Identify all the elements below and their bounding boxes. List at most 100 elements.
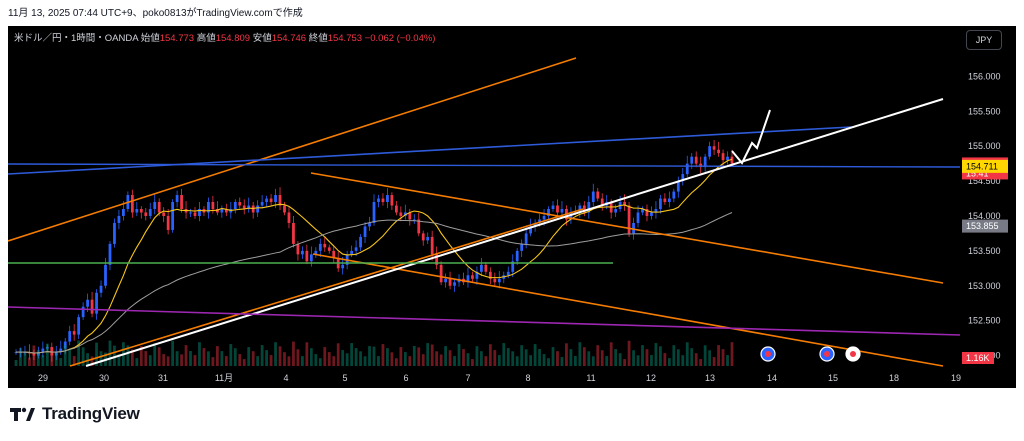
volume-bar	[77, 340, 81, 366]
candle-body	[301, 250, 304, 255]
volume-bar	[332, 356, 336, 366]
volume-bar	[663, 353, 667, 366]
candle-body	[480, 264, 483, 272]
volume-bar	[712, 357, 716, 366]
volume-bar	[538, 349, 541, 366]
volume-bar	[627, 340, 631, 366]
y-tick-label: 155.500	[968, 106, 1001, 116]
volume-bar	[139, 346, 143, 366]
volume-bar	[14, 360, 18, 366]
volume-bar	[86, 353, 89, 366]
candle-body	[211, 202, 215, 209]
candle-body	[32, 353, 36, 356]
volume-bar	[36, 350, 40, 366]
volume-bar	[475, 346, 479, 366]
volume-bar	[471, 359, 474, 366]
candle-body	[726, 156, 729, 161]
blue-resistance-line	[8, 126, 852, 175]
tradingview-logo: TradingView	[10, 404, 140, 424]
candle-body	[135, 209, 139, 213]
candle-body	[130, 195, 134, 213]
volume-bar	[497, 355, 501, 366]
candle-body	[198, 209, 201, 216]
volume-bar	[377, 356, 380, 366]
volume-bar	[117, 354, 121, 366]
volume-bar	[238, 354, 242, 366]
volume-bar	[533, 344, 537, 366]
candle-body	[645, 209, 649, 216]
candle-body	[569, 212, 573, 220]
candle-body	[292, 222, 295, 244]
currency-button[interactable]: JPY	[966, 30, 1002, 50]
orange-rising-channel-top	[8, 57, 577, 242]
volume-bar	[359, 351, 362, 366]
candle-body	[667, 198, 671, 203]
volume-bar	[421, 354, 425, 366]
candle-body	[274, 195, 277, 203]
candle-body	[614, 209, 618, 213]
candle-body	[690, 156, 694, 164]
price-chart[interactable]: 156.000 155.500 155.000 154.500 154.000 153.5…	[8, 26, 1016, 388]
volume-bar	[444, 346, 447, 366]
candle-body	[283, 205, 286, 213]
volume-bar	[19, 348, 22, 366]
volume-bar	[565, 343, 568, 366]
candle-body	[484, 264, 488, 272]
candle-body	[68, 331, 72, 342]
candle-body	[663, 198, 667, 203]
volume-bar	[591, 356, 595, 366]
volume-bar	[654, 343, 658, 366]
candle-body	[323, 243, 327, 248]
volume-bar	[650, 355, 653, 366]
y-tick-label: 154.000	[968, 211, 1001, 221]
candle-body	[654, 209, 658, 213]
volume-bar	[99, 351, 103, 366]
candle-body	[582, 205, 586, 213]
x-tick-label: 11月	[215, 373, 233, 383]
volume-bar	[645, 349, 649, 366]
candle-body	[515, 250, 519, 262]
candle-body	[122, 209, 125, 216]
volume-bar	[171, 340, 175, 366]
volume-bar	[690, 348, 694, 366]
candle-body	[166, 215, 170, 230]
volume-bar	[542, 354, 546, 366]
volume-bar	[502, 343, 506, 366]
volume-bar	[488, 344, 492, 366]
candle-body	[547, 209, 550, 216]
volume-bar	[618, 353, 622, 366]
candle-body	[672, 191, 676, 199]
volume-bar	[484, 356, 488, 366]
candle-body	[381, 198, 385, 203]
volume-bar	[596, 345, 600, 366]
price-label-text: 154.711	[966, 161, 998, 171]
volume-bar	[296, 349, 300, 366]
high-value: 154.809	[215, 33, 251, 44]
candle-body	[139, 209, 143, 213]
volume-bar	[189, 351, 192, 366]
candle-body	[694, 156, 698, 164]
candle-body	[318, 243, 322, 251]
candle-body	[466, 275, 470, 283]
volume-bar	[68, 349, 72, 366]
volume-bar	[556, 351, 559, 366]
candle-body	[475, 271, 479, 279]
purple-trendline	[8, 306, 961, 336]
volume-bar	[354, 348, 358, 366]
candle-body	[278, 195, 282, 206]
volume-bar	[180, 354, 183, 366]
candle-body	[448, 278, 452, 286]
brand-name: TradingView	[42, 404, 140, 423]
candle-body	[242, 205, 246, 209]
candle-body	[256, 205, 260, 213]
candle-body	[90, 299, 94, 314]
candle-body	[81, 306, 85, 318]
chart-area[interactable]: 156.000 155.500 155.000 154.500 154.000 153.5…	[8, 26, 1016, 388]
candle-body	[108, 243, 112, 265]
volume-bar	[242, 359, 246, 366]
candle-body	[708, 146, 712, 157]
blue-horizontal-line	[8, 163, 961, 168]
volume-bar	[430, 344, 434, 366]
candle-body	[175, 195, 179, 203]
candle-body	[632, 222, 635, 234]
